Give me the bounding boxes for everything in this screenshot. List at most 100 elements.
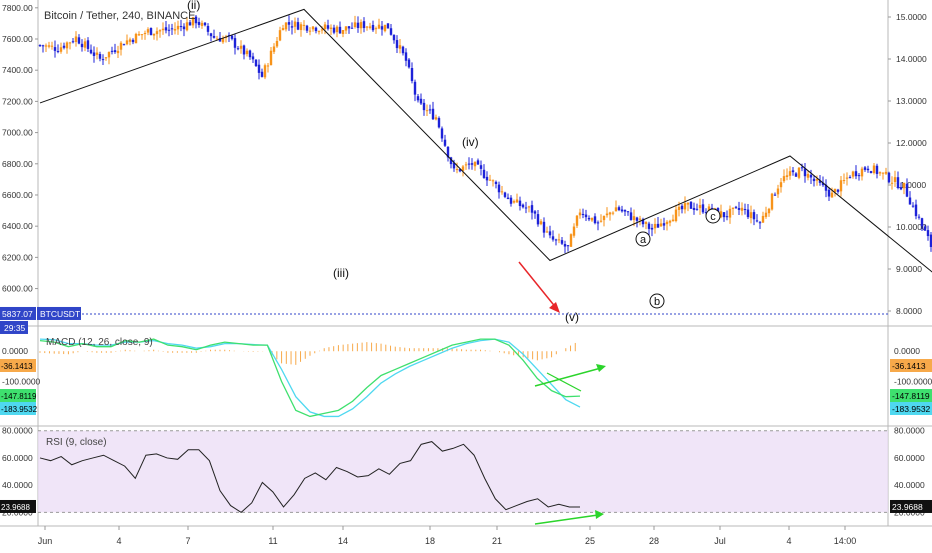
- rsi-green-arrow-head: [595, 510, 604, 519]
- candle-body: [92, 52, 96, 56]
- rsi-tick-left: 60.0000: [2, 453, 33, 463]
- candle-body: [350, 27, 354, 29]
- candle-body: [218, 37, 222, 42]
- candle-body: [875, 165, 879, 174]
- candle-body: [314, 27, 318, 32]
- candle-body: [839, 180, 843, 192]
- x-tick-label: 14: [338, 536, 348, 546]
- candle-body: [563, 244, 567, 247]
- rsi-tick-left: 80.0000: [2, 426, 33, 436]
- candle-body: [53, 47, 57, 51]
- candle-body: [671, 219, 675, 222]
- candle-body: [173, 29, 177, 31]
- candle-body: [410, 68, 414, 82]
- candle-body: [194, 16, 198, 24]
- ticker-box: [37, 306, 81, 320]
- candle-body: [281, 28, 285, 31]
- candle-body: [857, 175, 861, 177]
- candle-body: [803, 168, 807, 177]
- candle-body: [788, 171, 792, 176]
- left-tick-label: 7000.00: [2, 128, 33, 138]
- candle-body: [221, 38, 225, 43]
- countdown-box: [0, 320, 28, 334]
- candle-body: [467, 163, 471, 165]
- candle-body: [245, 50, 249, 55]
- candle-body: [785, 175, 789, 177]
- candle-body: [209, 33, 213, 37]
- candle-body: [647, 223, 651, 229]
- rsi-tick-right: 60.0000: [894, 453, 925, 463]
- candle-body: [446, 146, 450, 158]
- candle-body: [215, 38, 219, 40]
- candle-body: [545, 231, 549, 233]
- candle-body: [407, 59, 411, 68]
- countdown-label: 29:35: [4, 323, 26, 333]
- candle-body: [890, 182, 894, 184]
- candle-body: [383, 24, 387, 32]
- candle-body: [926, 230, 930, 237]
- candle-body: [677, 206, 681, 210]
- candle-body: [836, 189, 840, 192]
- candle-body: [158, 30, 162, 32]
- candle-body: [548, 231, 552, 236]
- candle-body: [452, 162, 456, 169]
- candle-body: [542, 221, 546, 233]
- candle-body: [404, 52, 408, 61]
- candle-body: [203, 22, 207, 26]
- wave-label-v: (v): [565, 310, 579, 324]
- candle-body: [419, 98, 423, 104]
- candle-body: [479, 165, 483, 169]
- candle-body: [392, 34, 396, 41]
- candle-body: [584, 214, 588, 218]
- candle-body: [743, 209, 747, 211]
- candle-body: [866, 168, 870, 171]
- candle-body: [668, 220, 672, 223]
- candle-body: [506, 197, 510, 200]
- candle-body: [908, 197, 912, 205]
- candle-body: [725, 216, 729, 218]
- candle-body: [779, 182, 783, 188]
- candle-body: [740, 207, 744, 211]
- candle-body: [833, 188, 837, 192]
- candle-body: [569, 234, 573, 247]
- candle-body: [251, 56, 255, 60]
- left-tick-label: 6200.00: [2, 252, 33, 262]
- wave-label-iii: (iii): [333, 266, 349, 280]
- x-tick-label: 14:00: [834, 536, 857, 546]
- candle-body: [893, 177, 897, 183]
- candle-body: [674, 209, 678, 221]
- candle-body: [689, 201, 693, 209]
- candle-body: [368, 26, 372, 28]
- candle-body: [440, 128, 444, 139]
- candle-body: [500, 191, 504, 193]
- candle-body: [110, 50, 114, 52]
- candle-body: [380, 26, 384, 30]
- candle-body: [860, 168, 864, 177]
- macd-tick-left: -100.0000: [2, 377, 41, 387]
- x-tick-label: 11: [268, 536, 277, 546]
- last-price-box: [0, 306, 36, 320]
- candle-body: [341, 30, 345, 35]
- candle-body: [197, 21, 201, 25]
- candle-body: [299, 24, 303, 31]
- macd-value-label: -183.9532: [892, 404, 931, 414]
- candle-body: [557, 239, 561, 241]
- candle-body: [296, 22, 300, 30]
- candle-body: [635, 217, 639, 221]
- candle-body: [83, 41, 87, 48]
- left-tick-label: 6400.00: [2, 221, 33, 231]
- candle-body: [263, 65, 267, 78]
- candle-body: [809, 174, 813, 178]
- candle-body: [68, 42, 72, 44]
- candle-body: [287, 22, 291, 25]
- macd-title: MACD (12, 26, close, 9): [46, 337, 153, 348]
- macd-divergence-line: [546, 372, 582, 392]
- candle-body: [74, 36, 78, 43]
- candle-body: [863, 167, 867, 170]
- candle-body: [767, 208, 771, 214]
- candle-body: [848, 177, 852, 179]
- red-arrow-line: [518, 261, 558, 310]
- right-tick-label: 13.0000: [896, 96, 927, 106]
